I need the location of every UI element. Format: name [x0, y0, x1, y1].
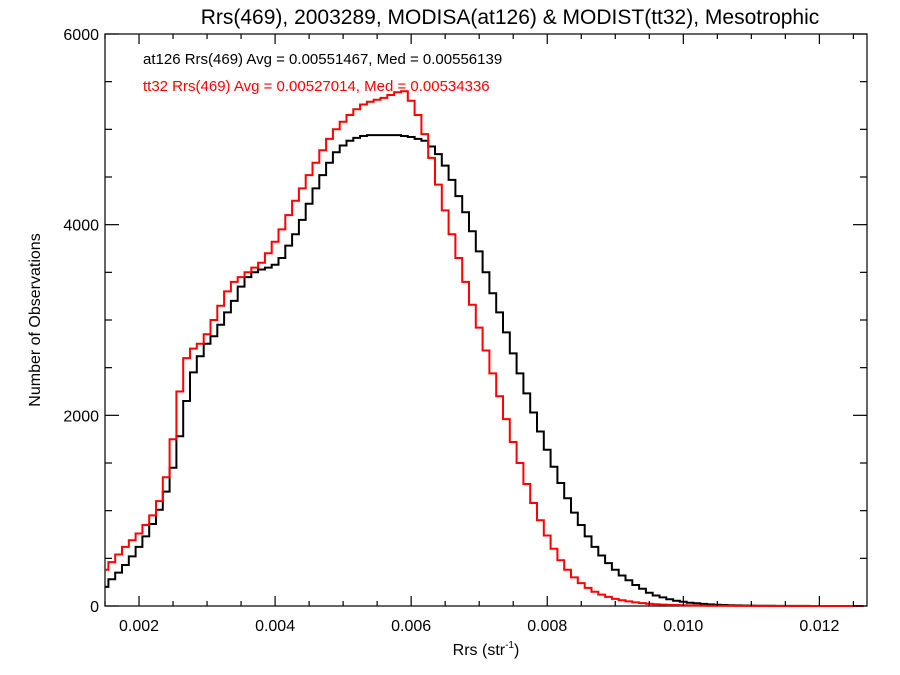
x-axis-label-superscript: -1 — [505, 640, 514, 651]
x-tick-label: 0.010 — [663, 618, 703, 635]
chart-title: Rrs(469), 2003289, MODISA(at126) & MODIS… — [201, 6, 820, 29]
x-tick-label: 0.012 — [799, 618, 839, 635]
x-tick-label: 0.008 — [527, 618, 567, 635]
series-layer — [105, 90, 864, 607]
y-tick-label: 4000 — [63, 218, 99, 235]
histogram-series-tt32 — [105, 90, 864, 607]
ticks-layer: 0.002 0.004 0.006 0.008 0.010 0.012 0 2000 4000 6… — [63, 27, 867, 635]
y-tick-label: 6000 — [63, 27, 99, 44]
y-tick-label: 2000 — [63, 408, 99, 425]
x-axis-label-close: ) — [514, 642, 519, 659]
x-axis-label: Rrs (str-1) — [453, 640, 520, 659]
legend: at126 Rrs(469) Avg = 0.00551467, Med = 0… — [143, 51, 502, 95]
y-axis-label: Number of Observations — [27, 233, 44, 406]
legend-entry-at126: at126 Rrs(469) Avg = 0.00551467, Med = 0… — [143, 51, 502, 68]
x-tick-label: 0.006 — [391, 618, 431, 635]
x-tick-label: 0.002 — [119, 618, 159, 635]
x-tick-label: 0.004 — [255, 618, 295, 635]
plot-area: 0.002 0.004 0.006 0.008 0.010 0.012 0 2000 4000 6… — [63, 27, 868, 635]
plot-frame — [104, 33, 868, 607]
histogram-series-at126 — [105, 134, 864, 607]
legend-entry-tt32: tt32 Rrs(469) Avg = 0.00527014, Med = 0.… — [143, 78, 490, 95]
x-axis-label-main: Rrs (str — [453, 642, 506, 659]
y-tick-label: 0 — [90, 599, 99, 616]
